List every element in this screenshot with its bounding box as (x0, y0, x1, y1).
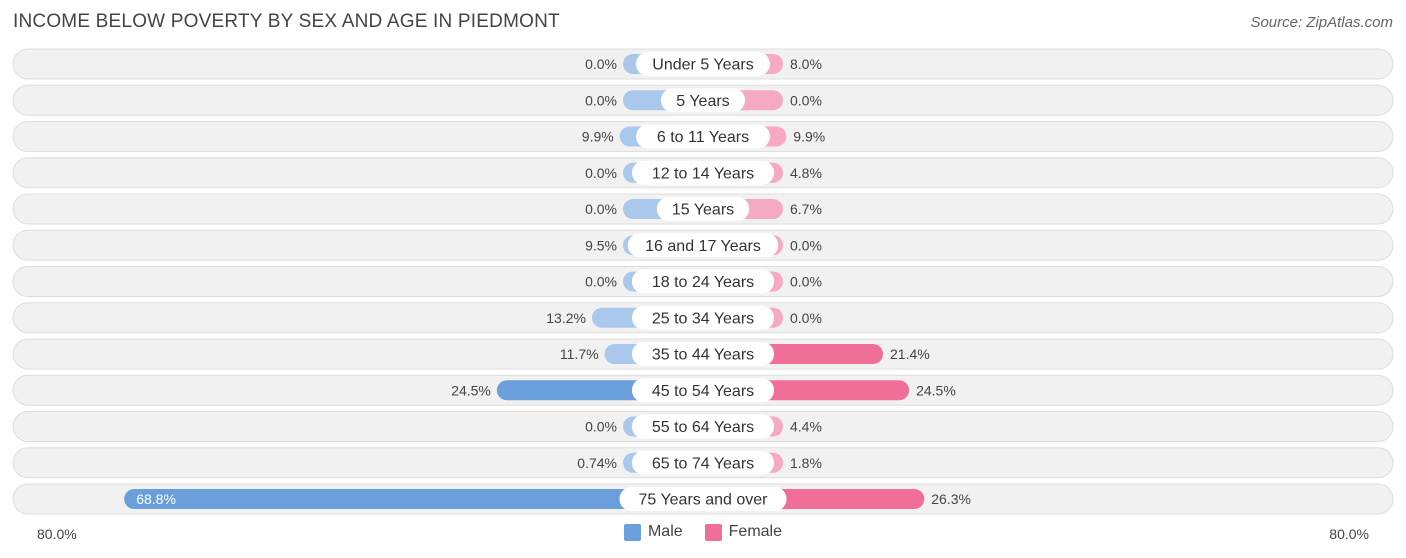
chart-title: INCOME BELOW POVERTY BY SEX AND AGE IN P… (13, 11, 560, 32)
category-label: 6 to 11 Years (657, 129, 749, 146)
category-label: 55 to 64 Years (652, 419, 754, 436)
value-label-female: 0.0% (790, 274, 822, 290)
female-swatch (704, 523, 722, 541)
value-label-male: 9.5% (585, 237, 617, 253)
legend-label-male: Male (647, 523, 683, 540)
bar-male[interactable] (124, 489, 704, 509)
category-label: 35 to 44 Years (652, 347, 754, 364)
value-label-male: 9.9% (582, 129, 614, 145)
category-pill (636, 52, 770, 76)
male-swatch (623, 523, 641, 541)
category-pill (631, 378, 775, 403)
category-label: 15 Years (672, 202, 734, 219)
category-pill (660, 88, 746, 113)
value-label-female: 1.8% (790, 455, 822, 471)
value-label-male: 0.0% (585, 201, 617, 217)
category-pill (631, 414, 775, 439)
category-pill (656, 197, 750, 221)
category-label: 65 to 74 Years (652, 455, 754, 472)
value-label-male: 0.0% (585, 165, 617, 181)
value-label-male: 13.2% (546, 310, 586, 326)
value-label-male: 0.0% (585, 419, 617, 435)
legend-label-female: Female (728, 523, 783, 540)
category-pill (631, 269, 775, 294)
category-label: Under 5 Years (652, 57, 753, 74)
value-label-female: 0.0% (790, 310, 822, 326)
legend: Male Female (0, 523, 1406, 541)
category-pill (631, 305, 775, 330)
value-label-male: 0.0% (585, 274, 617, 290)
category-label: 5 Years (676, 93, 729, 110)
category-pill (619, 487, 787, 511)
category-pill (631, 342, 775, 366)
axis-left-label: 80.0% (37, 526, 77, 542)
value-label-male: 11.7% (560, 346, 599, 362)
value-label-male: 68.8% (136, 491, 176, 507)
value-label-female: 4.4% (790, 419, 822, 435)
category-label: 45 to 54 Years (652, 383, 754, 400)
value-label-female: 21.4% (890, 346, 930, 362)
category-pill (627, 233, 779, 258)
legend-item-male[interactable]: Male (623, 523, 683, 541)
value-label-female: 24.5% (916, 382, 956, 398)
category-label: 18 to 24 Years (652, 274, 754, 291)
category-label: 75 Years and over (639, 492, 769, 509)
legend-item-female[interactable]: Female (704, 523, 783, 541)
value-label-female: 4.8% (790, 165, 822, 181)
source-label: Source: ZipAtlas.com (1250, 14, 1393, 31)
value-label-female: 0.0% (790, 92, 822, 108)
category-pill (631, 160, 775, 185)
category-pill (636, 124, 770, 149)
value-label-female: 26.3% (931, 491, 971, 507)
category-label: 12 to 14 Years (652, 165, 754, 182)
chart-canvas: 0.0% 8.0% Under 5 Years 0.0% 0.0% 5 Years 9.9%… (12, 48, 1394, 515)
value-label-female: 0.0% (790, 237, 822, 253)
category-label: 25 to 34 Years (652, 310, 754, 327)
value-label-male: 0.74% (577, 455, 617, 471)
value-label-female: 9.9% (793, 129, 825, 145)
value-label-male: 0.0% (585, 92, 617, 108)
category-label: 16 and 17 Years (645, 238, 761, 255)
value-label-male: 24.5% (451, 382, 491, 398)
value-label-female: 6.7% (790, 201, 822, 217)
value-label-male: 0.0% (585, 56, 617, 72)
value-label-female: 8.0% (790, 56, 822, 72)
category-pill (631, 450, 775, 475)
axis-right-label: 80.0% (1329, 526, 1369, 542)
